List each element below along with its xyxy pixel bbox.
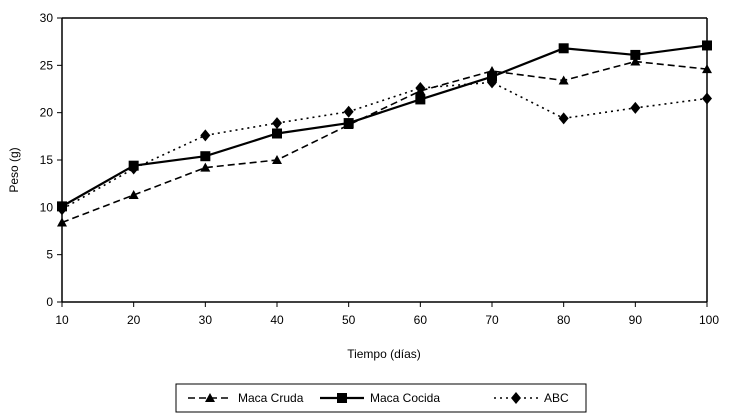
x-tick-label: 70 <box>485 313 499 327</box>
data-point-2 <box>415 82 426 95</box>
x-tick-label: 90 <box>629 313 643 327</box>
data-point-2 <box>487 76 497 89</box>
data-point-2 <box>558 112 569 125</box>
data-point-2 <box>200 129 211 142</box>
x-tick-label: 40 <box>270 313 284 327</box>
x-tick-label: 60 <box>414 313 428 327</box>
data-point-2 <box>128 162 139 175</box>
legend-box <box>175 383 587 413</box>
x-tick-label: 50 <box>342 313 356 327</box>
legend: Maca Cruda Maca Cocida ABC <box>175 383 587 413</box>
y-axis-ticks: 0 5 10 15 20 25 30 <box>40 11 62 309</box>
legend-label-2: ABC <box>544 391 569 405</box>
x-axis-label: Tiempo (días) <box>347 347 421 361</box>
data-point-1 <box>272 128 282 139</box>
y-tick-label: 15 <box>40 153 54 167</box>
series-line-0 <box>61 60 708 224</box>
data-point-0 <box>200 162 211 172</box>
series-line-2 <box>61 81 708 210</box>
data-point-2 <box>57 203 67 216</box>
y-tick-label: 10 <box>40 200 54 214</box>
legend-items: Maca Cruda Maca Cocida ABC <box>188 391 569 405</box>
legend-marker-1 <box>337 393 347 403</box>
x-axis-ticks: 10 20 30 40 50 60 70 80 90 100 <box>55 302 719 327</box>
data-point-1 <box>200 151 211 162</box>
data-point-0 <box>558 75 569 85</box>
legend-label-0: Maca Cruda <box>238 391 304 405</box>
legend-marker-0 <box>205 393 215 402</box>
data-point-1 <box>343 118 354 129</box>
data-point-2 <box>343 105 354 118</box>
y-tick-label: 0 <box>46 295 53 309</box>
plot-area <box>61 17 708 303</box>
data-point-1 <box>630 49 641 60</box>
y-tick-label: 20 <box>40 106 54 120</box>
data-point-0 <box>272 155 282 164</box>
data-point-2 <box>630 101 641 114</box>
data-point-0 <box>128 190 139 200</box>
data-point-0 <box>630 56 641 66</box>
data-point-0 <box>57 217 67 227</box>
x-tick-label: 100 <box>699 313 719 327</box>
data-point-2 <box>702 92 712 105</box>
x-tick-label: 10 <box>55 313 69 327</box>
y-axis-label: Peso (g) <box>7 147 21 192</box>
data-point-1 <box>415 94 426 105</box>
y-tick-label: 30 <box>40 11 54 25</box>
y-tick-label: 25 <box>40 58 54 72</box>
x-tick-label: 80 <box>557 313 571 327</box>
data-point-1 <box>702 40 712 51</box>
data-point-2 <box>272 117 282 130</box>
legend-marker-2 <box>511 392 521 404</box>
series-line-1 <box>61 44 708 208</box>
data-point-1 <box>558 43 569 54</box>
series-layer <box>57 40 712 227</box>
legend-label-1: Maca Cocida <box>370 391 440 405</box>
data-point-0 <box>702 64 712 74</box>
x-tick-label: 30 <box>199 313 213 327</box>
x-tick-label: 20 <box>127 313 141 327</box>
y-tick-label: 5 <box>46 248 53 262</box>
